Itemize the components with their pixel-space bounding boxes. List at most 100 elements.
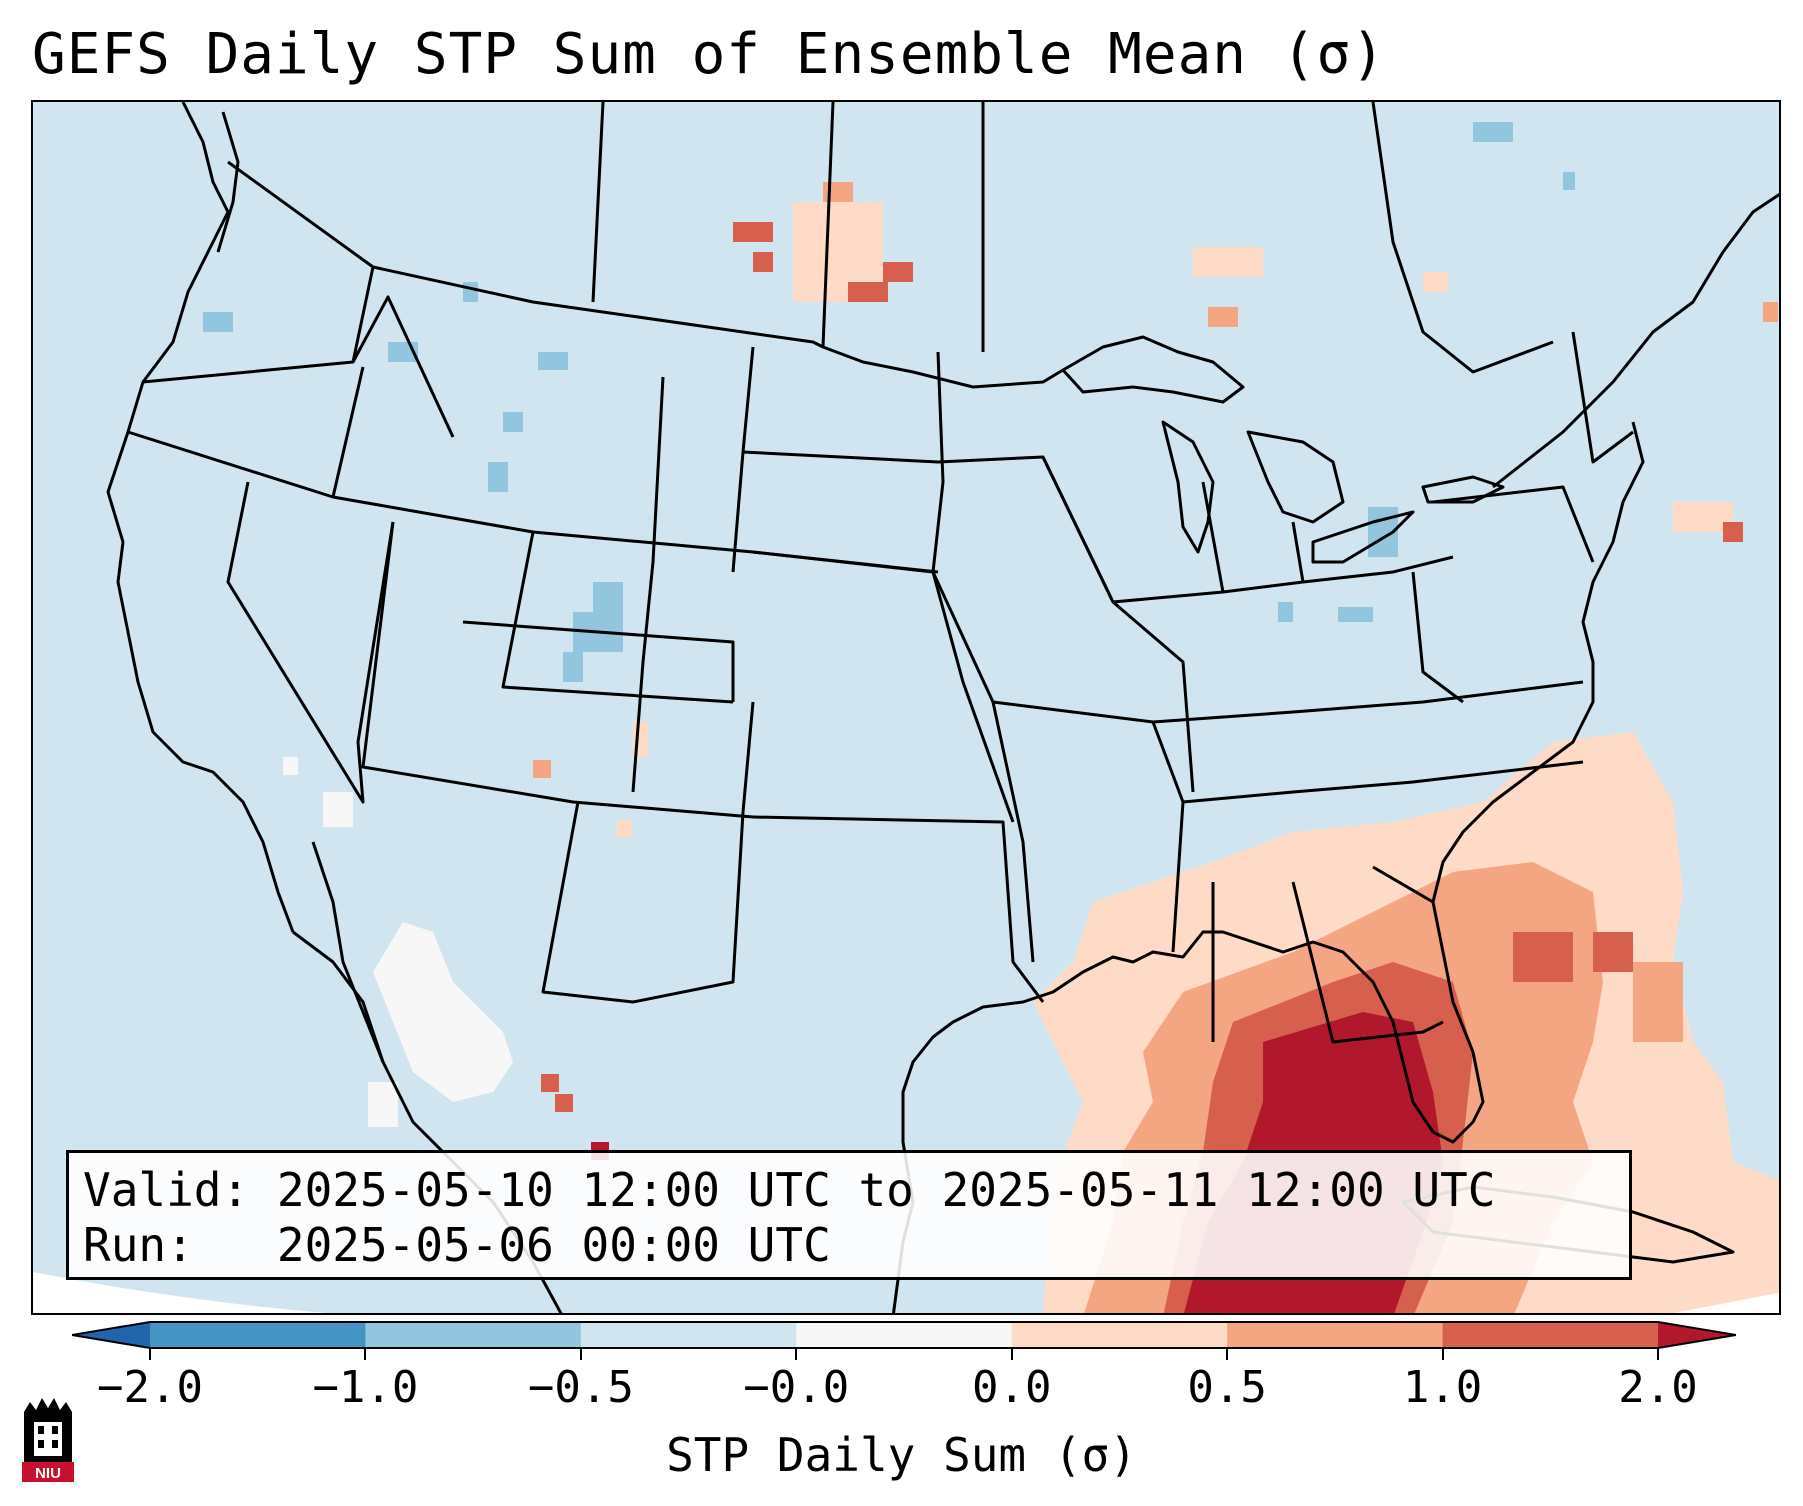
run-time: 2025-05-06 00:00 UTC — [276, 1218, 831, 1272]
state-line-co-ks — [462, 620, 735, 702]
colorbar-segment — [150, 1322, 366, 1348]
colorbar-tick-mark — [795, 1348, 798, 1360]
colorbar-tick-mark — [1441, 1348, 1444, 1360]
colorbar — [72, 1321, 1736, 1349]
shade-red-mexico-1 — [541, 1074, 559, 1092]
projection-edge-right — [1673, 1288, 1779, 1313]
colorbar-tick-mark — [579, 1348, 582, 1360]
state-line-wy-ne — [631, 376, 665, 793]
colorbar-tick-label: −0.0 — [743, 1362, 850, 1413]
shade-blue-oregon — [203, 312, 233, 332]
state-line-co — [501, 531, 734, 704]
projection-edge-left — [33, 1272, 327, 1313]
map-outlines — [106, 102, 1779, 1313]
shade-red-atlantic-2 — [1593, 932, 1633, 972]
shade-salmon-atlantic — [1633, 962, 1683, 1042]
colorbar-segments — [150, 1322, 1659, 1348]
shade-red-atlantic-1 — [1513, 932, 1573, 982]
shade-blue-quebec-2 — [1563, 172, 1575, 190]
shade-salmon-ontario — [1208, 307, 1238, 327]
lake-superior — [1061, 335, 1245, 404]
shade-blue-idaho — [463, 282, 478, 302]
state-line-pa-wv — [1411, 571, 1464, 704]
colorbar-segment — [796, 1322, 1013, 1348]
shade-white-baja — [368, 1082, 398, 1127]
state-line-nm — [541, 701, 755, 1004]
stp-map — [33, 102, 1779, 1313]
shade-pink-quebec — [1423, 272, 1448, 292]
state-line-il — [1041, 456, 1195, 793]
shade-white-mexico — [373, 922, 513, 1102]
lake-erie — [1311, 510, 1415, 564]
colorbar-tick-mark — [149, 1348, 151, 1360]
canada-border-mid — [822, 345, 1064, 389]
shade-red-nd-4 — [883, 262, 913, 282]
state-line-ok-tx — [752, 815, 1045, 1003]
shade-salmon-nm — [533, 760, 551, 778]
shade-red-nd-3 — [753, 252, 773, 272]
puget-sound-line — [216, 111, 240, 253]
state-line-nv — [226, 481, 395, 804]
colorbar-segment — [1227, 1322, 1444, 1348]
shade-blue-utah — [503, 412, 523, 432]
shade-salmon-nd — [823, 182, 853, 202]
west-coast-line — [106, 102, 295, 933]
baja-line — [311, 841, 385, 1063]
province-line-sk — [591, 102, 605, 303]
shade-pink-ontario — [1193, 247, 1263, 277]
state-line-sd-ne — [742, 450, 1115, 603]
colorbar-tick-label: −2.0 — [97, 1362, 203, 1413]
state-line-wa-id — [351, 266, 375, 363]
shade-red-atl-north — [1723, 522, 1743, 542]
shade-blue-wyoming — [538, 352, 568, 370]
stp-shading — [203, 122, 1779, 1313]
state-line-mt-wy — [731, 346, 755, 573]
east-coast-line — [1431, 421, 1645, 1144]
state-line-al-ga — [1291, 881, 1444, 1044]
map-panel[interactable] — [31, 100, 1781, 1315]
colorbar-segment — [365, 1322, 582, 1348]
state-line-ut-az — [361, 521, 754, 819]
state-line-nd-mn — [821, 102, 835, 348]
shade-blue-ky — [1278, 602, 1293, 622]
shade-blue-va — [1338, 607, 1373, 622]
shade-red-nd-2 — [733, 222, 773, 242]
state-line-or — [142, 295, 455, 438]
shade-pink-nm-2 — [617, 820, 632, 838]
shade-white-arizona — [323, 792, 353, 827]
run-label: Run: — [83, 1218, 194, 1272]
logo-text: NIU — [35, 1465, 61, 1482]
shade-blue-colorado-1 — [593, 582, 623, 652]
state-line-oh — [1291, 521, 1305, 583]
colorbar-tick-label: 1.0 — [1402, 1362, 1483, 1413]
colorbar-extend-low — [72, 1322, 150, 1348]
colorbar-label: STP Daily Sum (σ) — [666, 1428, 1137, 1482]
valid-time-box: Valid: 2025-05-10 12:00 UTC to 2025-05-1… — [66, 1150, 1632, 1280]
state-line-ar — [992, 700, 1185, 953]
shade-blue-utah-2 — [488, 462, 508, 492]
colorbar-tick-label: 0.5 — [1187, 1362, 1267, 1413]
colorbar-segment — [1442, 1322, 1659, 1348]
valid-label: Valid: — [83, 1163, 250, 1217]
gulf-coast-line — [892, 930, 1435, 1313]
colorbar-segment — [1011, 1322, 1228, 1348]
colorbar-tick-mark — [1657, 1348, 1659, 1360]
lake-huron — [1246, 430, 1345, 524]
colorbar-extend-high — [1658, 1322, 1736, 1348]
lake-michigan — [1161, 420, 1215, 554]
state-line-ga-sc — [1372, 865, 1434, 904]
shade-blue-quebec — [1473, 122, 1513, 142]
st-lawrence-line — [1492, 192, 1779, 489]
state-line-tn-nc — [1182, 760, 1584, 804]
colorbar-tick-mark — [364, 1348, 367, 1360]
canada-border-west — [227, 160, 824, 349]
colorbar-tick-label: −1.0 — [312, 1362, 419, 1413]
state-line-in — [1201, 481, 1225, 593]
shade-blue-colorado-3 — [563, 652, 583, 682]
valid-range: 2025-05-10 12:00 UTC to 2025-05-11 12:00… — [276, 1163, 1496, 1217]
colorbar-tick-mark — [1010, 1348, 1013, 1360]
shade-white-nevada — [283, 757, 298, 775]
shade-salmon-ne — [1763, 302, 1778, 322]
shade-red-mexico-2 — [555, 1094, 573, 1112]
state-line-mn-ia — [931, 351, 1015, 823]
